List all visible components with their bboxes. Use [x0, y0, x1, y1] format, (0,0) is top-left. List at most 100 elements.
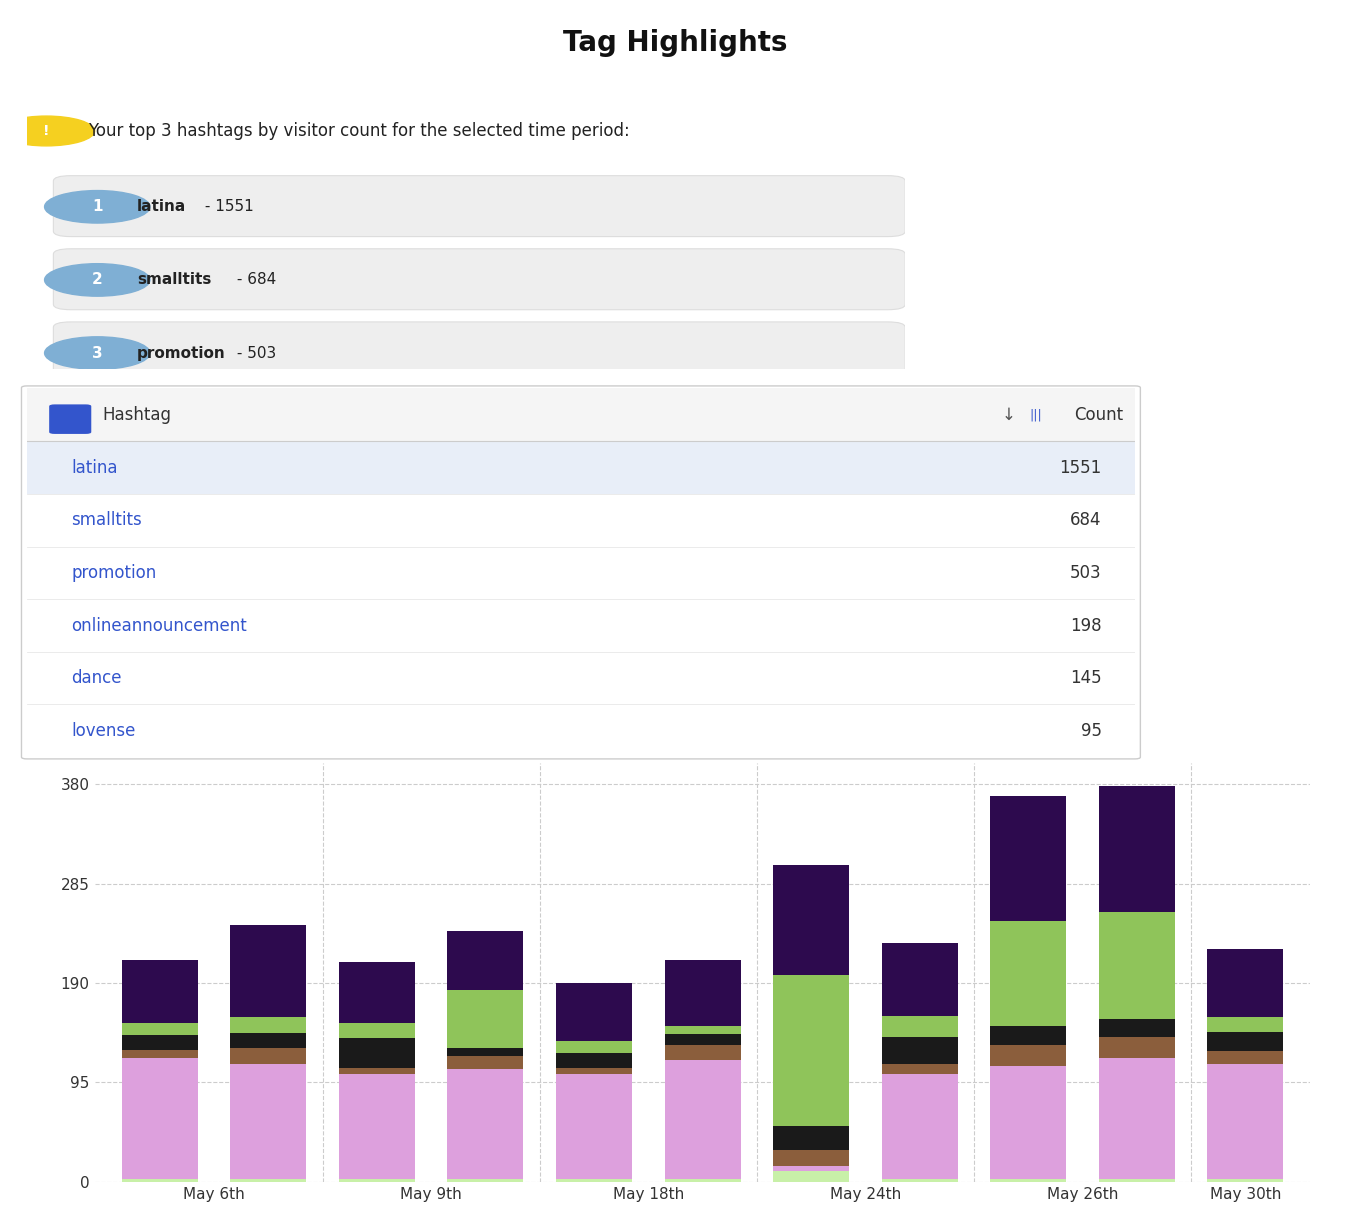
Bar: [990, 1025, 1066, 1045]
Text: promotion: promotion: [72, 564, 157, 582]
Bar: [122, 1023, 197, 1035]
Text: - 1551: - 1551: [200, 199, 254, 214]
Bar: [1098, 1038, 1175, 1059]
Bar: [339, 1023, 415, 1039]
Text: !: !: [43, 124, 50, 138]
Text: 198: 198: [1070, 617, 1101, 634]
Text: dance: dance: [72, 670, 122, 687]
Bar: [447, 990, 523, 1048]
Bar: [990, 1045, 1066, 1066]
Circle shape: [45, 263, 150, 297]
Text: promotion: promotion: [136, 346, 226, 361]
Bar: [665, 1045, 740, 1060]
Bar: [339, 1039, 415, 1067]
Text: Your top 3 hashtags by visitor count for the selected time period:: Your top 3 hashtags by visitor count for…: [89, 122, 630, 140]
Bar: [447, 1069, 523, 1178]
Bar: [773, 1166, 848, 1172]
Bar: [773, 975, 848, 1126]
Bar: [882, 1064, 958, 1073]
Bar: [1098, 912, 1175, 1018]
FancyBboxPatch shape: [49, 404, 92, 435]
Text: onlineannouncement: onlineannouncement: [72, 617, 247, 634]
Bar: [1208, 1051, 1283, 1064]
Circle shape: [45, 337, 150, 369]
Bar: [27, 442, 1135, 494]
Bar: [882, 1017, 958, 1038]
Bar: [665, 1025, 740, 1034]
Bar: [447, 1178, 523, 1182]
Bar: [1098, 1178, 1175, 1182]
Bar: [1098, 1059, 1175, 1178]
Bar: [122, 1059, 197, 1178]
Bar: [447, 931, 523, 990]
Text: 1551: 1551: [1059, 459, 1101, 476]
Circle shape: [0, 116, 95, 145]
Text: 1: 1: [92, 199, 103, 214]
Bar: [882, 1073, 958, 1178]
Bar: [665, 1178, 740, 1182]
Text: 3: 3: [92, 346, 103, 361]
Text: 2: 2: [92, 272, 103, 287]
Text: Hashtag: Hashtag: [103, 405, 172, 423]
Text: smalltits: smalltits: [136, 272, 211, 287]
Bar: [773, 1172, 848, 1182]
Bar: [230, 1178, 307, 1182]
Bar: [990, 1178, 1066, 1182]
Bar: [665, 1034, 740, 1045]
Text: 684: 684: [1070, 511, 1101, 529]
Text: 95: 95: [1081, 721, 1101, 740]
Bar: [447, 1048, 523, 1056]
Bar: [990, 921, 1066, 1025]
Text: Tag Highlights: Tag Highlights: [563, 30, 788, 57]
Bar: [1208, 1178, 1283, 1182]
Bar: [447, 1056, 523, 1069]
Bar: [773, 1126, 848, 1150]
Bar: [557, 982, 632, 1040]
Bar: [773, 1150, 848, 1166]
Bar: [882, 943, 958, 1017]
Bar: [339, 1178, 415, 1182]
Bar: [230, 1018, 307, 1033]
Bar: [339, 963, 415, 1023]
Bar: [990, 1066, 1066, 1178]
FancyBboxPatch shape: [54, 176, 905, 236]
Circle shape: [45, 191, 150, 223]
Bar: [665, 960, 740, 1025]
Bar: [665, 1060, 740, 1178]
Bar: [230, 1048, 307, 1064]
Bar: [122, 960, 197, 1023]
Text: lovense: lovense: [72, 721, 135, 740]
Bar: [230, 1064, 307, 1178]
Bar: [1208, 949, 1283, 1018]
Text: - 503: - 503: [231, 346, 276, 361]
Bar: [557, 1067, 632, 1073]
Text: 145: 145: [1070, 670, 1101, 687]
Text: smalltits: smalltits: [72, 511, 142, 529]
Text: latina: latina: [72, 459, 118, 476]
Bar: [557, 1040, 632, 1053]
Bar: [882, 1038, 958, 1064]
Bar: [122, 1035, 197, 1050]
Bar: [557, 1073, 632, 1178]
Bar: [122, 1050, 197, 1059]
Bar: [1208, 1018, 1283, 1032]
Bar: [1098, 787, 1175, 912]
Bar: [27, 388, 1135, 442]
Bar: [882, 1178, 958, 1182]
FancyBboxPatch shape: [54, 249, 905, 310]
FancyBboxPatch shape: [54, 323, 905, 383]
Bar: [339, 1073, 415, 1178]
Bar: [773, 864, 848, 975]
Text: |||: |||: [1029, 407, 1043, 421]
Text: Count: Count: [1074, 405, 1123, 423]
Bar: [339, 1067, 415, 1073]
Text: ↓: ↓: [1002, 405, 1016, 423]
Bar: [230, 1033, 307, 1048]
Text: latina: latina: [136, 199, 186, 214]
Bar: [122, 1178, 197, 1182]
FancyBboxPatch shape: [22, 387, 1140, 758]
Text: 503: 503: [1070, 564, 1101, 582]
Bar: [230, 926, 307, 1018]
Bar: [990, 795, 1066, 921]
Bar: [1208, 1032, 1283, 1051]
